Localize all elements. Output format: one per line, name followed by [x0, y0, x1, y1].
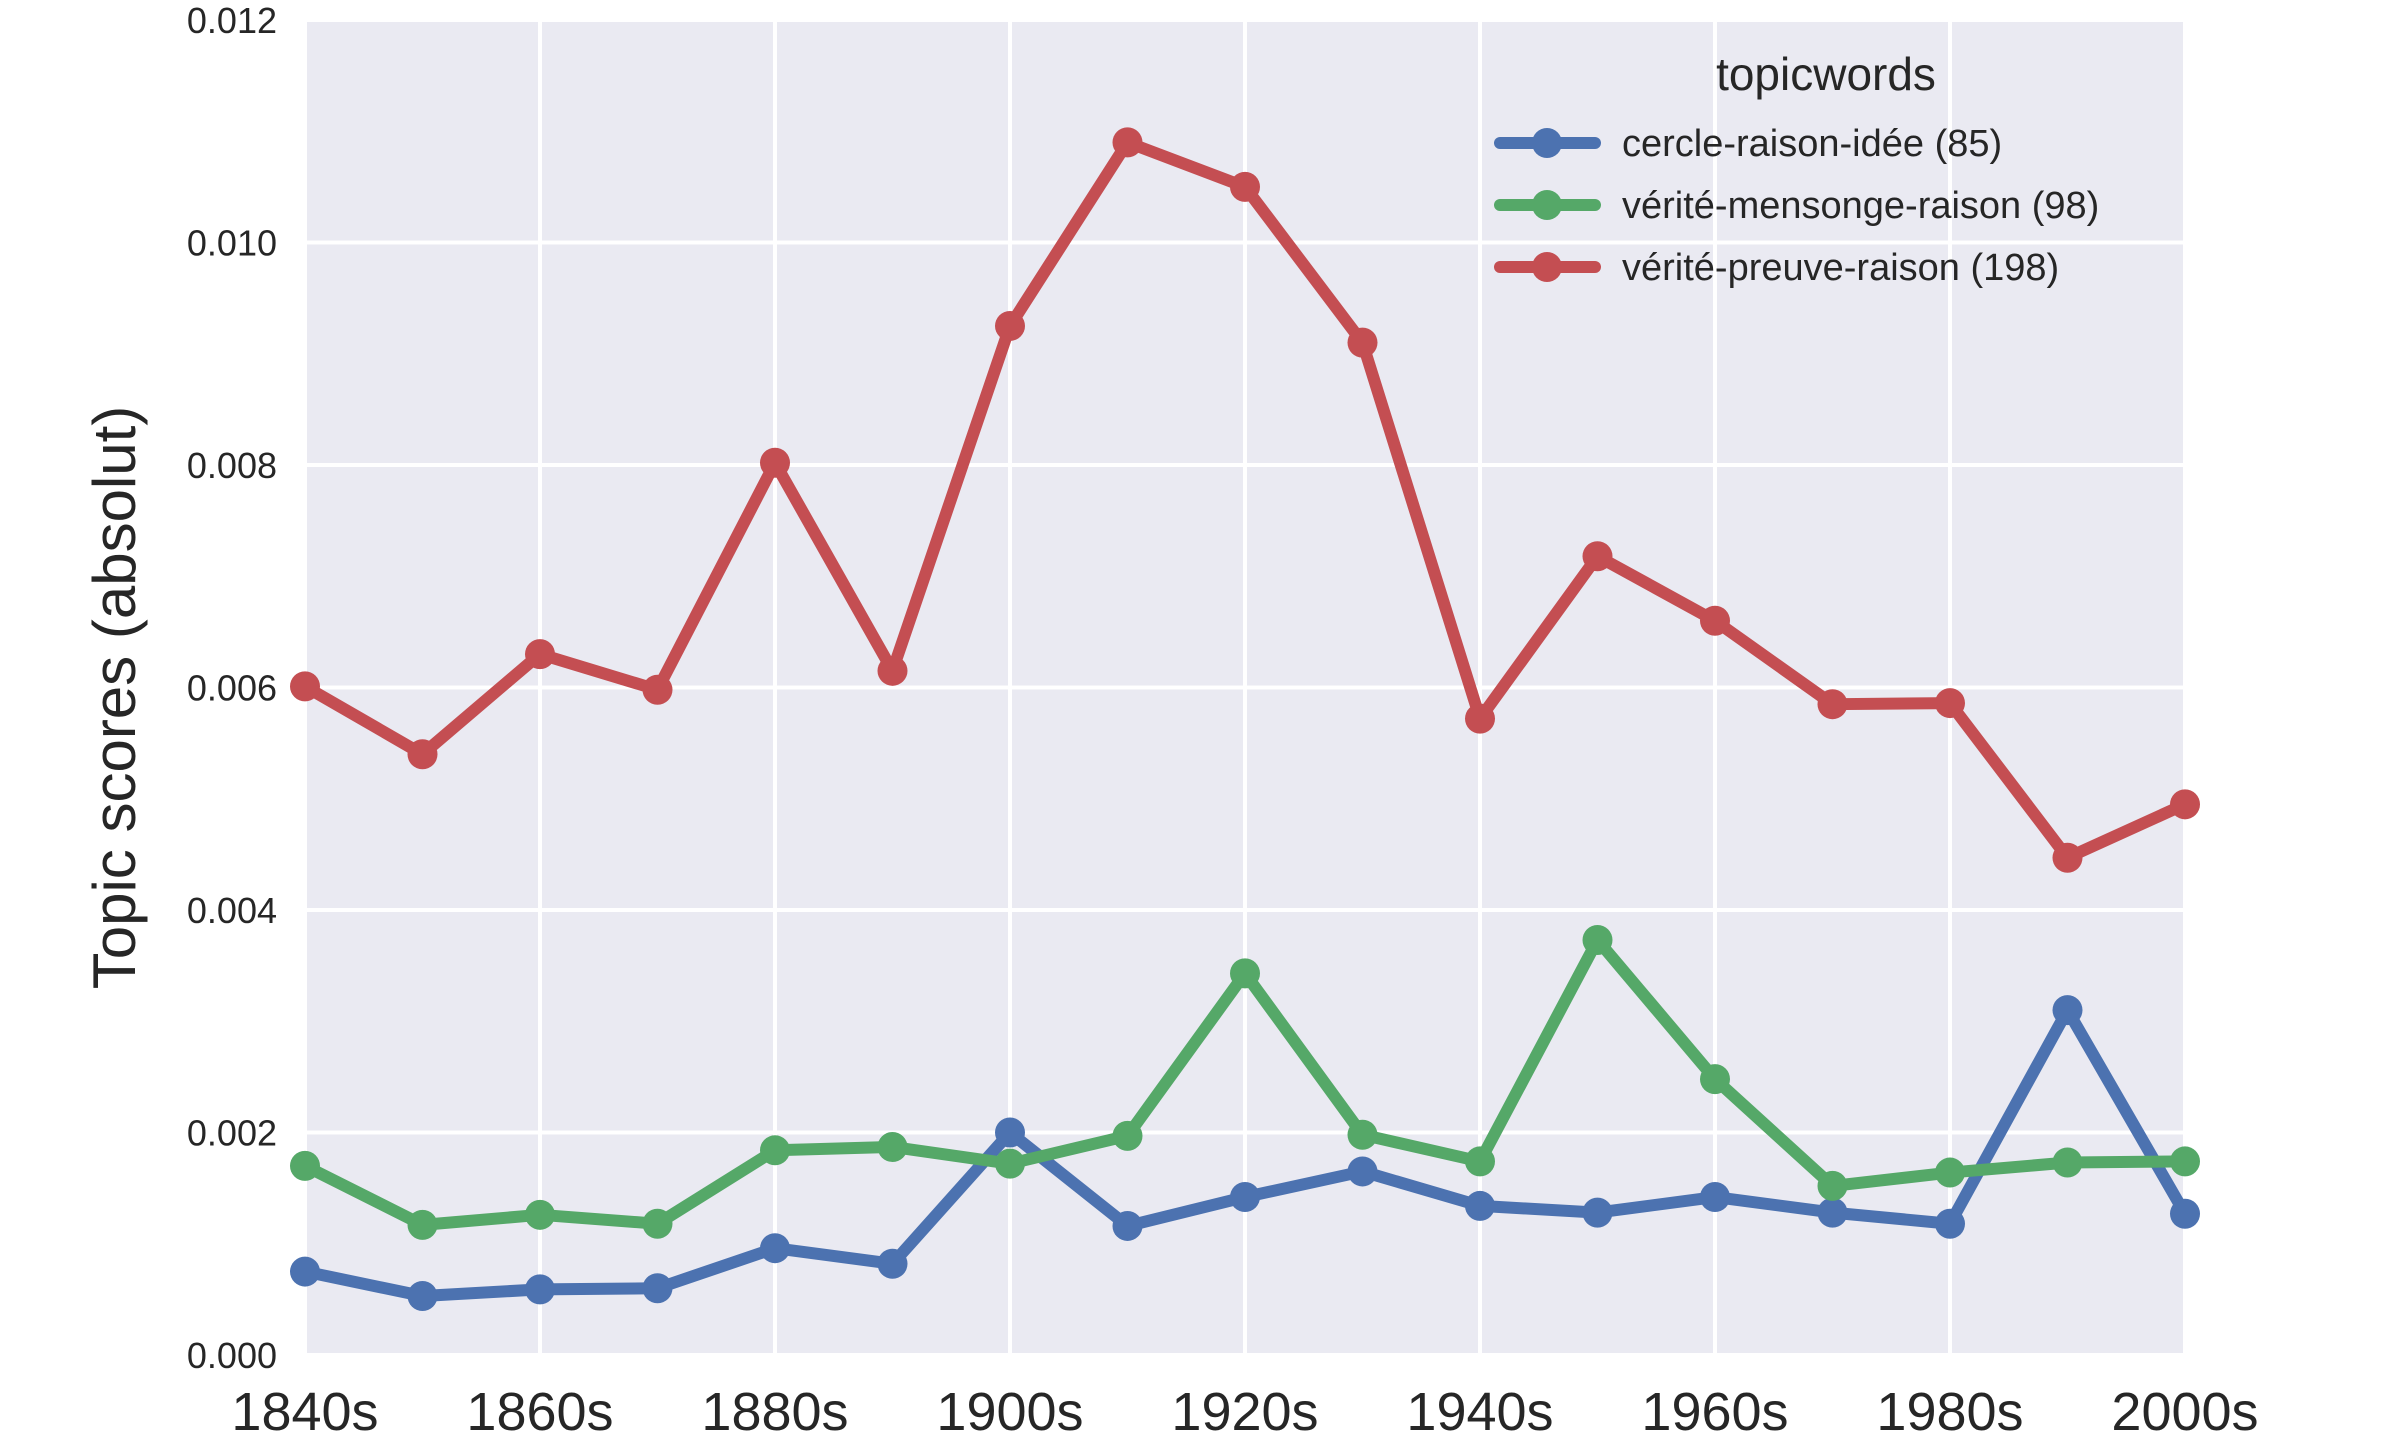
data-point	[290, 1150, 320, 1181]
data-point	[1465, 1146, 1495, 1177]
legend: topicwords cercle-raison-idée (85) vérité…	[1494, 48, 2099, 289]
data-point	[1817, 689, 1848, 720]
data-point	[877, 1131, 908, 1162]
y-tick-label: 0.004	[187, 890, 277, 931]
data-point	[525, 1274, 555, 1305]
data-point	[760, 1233, 790, 1264]
data-point	[407, 1281, 438, 1312]
data-point	[1230, 1182, 1260, 1213]
data-point	[1465, 1190, 1495, 1221]
y-tick-label: 0.008	[187, 445, 277, 486]
legend-marker	[1532, 252, 1562, 282]
data-point	[1935, 1208, 1965, 1239]
data-point	[1112, 1120, 1143, 1151]
data-point	[1935, 688, 1965, 719]
data-point	[1347, 1156, 1378, 1187]
x-tick-label: 1900s	[936, 1382, 1083, 1442]
series-2	[290, 925, 2200, 1240]
legend-marker	[1532, 190, 1562, 220]
legend-item: vérité-mensonge-raison (98)	[1494, 185, 2099, 227]
data-point	[2170, 789, 2200, 820]
legend-label: cercle-raison-idée (85)	[1622, 123, 2002, 165]
data-point	[1230, 171, 1260, 202]
x-tick-label: 1940s	[1406, 1382, 1553, 1442]
y-tick-label: 0.012	[187, 0, 277, 41]
data-point	[1112, 127, 1143, 158]
data-point	[642, 1208, 673, 1239]
series-1	[290, 995, 2200, 1312]
data-point	[642, 674, 673, 705]
data-point	[1700, 605, 1730, 636]
data-point	[2052, 842, 2083, 873]
data-point	[2052, 1147, 2083, 1178]
x-tick-label: 1840s	[231, 1382, 378, 1442]
x-tick-label: 1880s	[701, 1382, 848, 1442]
data-point	[407, 1209, 438, 1240]
x-tick-label: 2000s	[2111, 1382, 2258, 1442]
data-point	[877, 1248, 908, 1279]
y-tick-label: 0.010	[187, 223, 277, 264]
y-axis-label: Topic scores (absolut)	[81, 406, 148, 990]
data-point	[1817, 1197, 1848, 1228]
data-point	[1935, 1157, 1965, 1188]
data-point	[1817, 1170, 1848, 1201]
data-point	[1347, 327, 1378, 358]
data-point	[1700, 1182, 1730, 1213]
data-point	[2170, 1146, 2200, 1177]
x-tick-label: 1960s	[1641, 1382, 1788, 1442]
legend-label: vérité-preuve-raison (198)	[1622, 247, 2059, 289]
legend-items: cercle-raison-idée (85) vérité-mensonge-r…	[1494, 123, 2099, 289]
y-tick-label: 0.000	[187, 1335, 277, 1376]
legend-marker	[1532, 128, 1562, 158]
x-axis-ticks: 1840s 1860s 1880s 1900s 1920s 1940s 1960s 1980s…	[231, 1382, 2258, 1442]
x-tick-label: 1860s	[466, 1382, 613, 1442]
y-axis-ticks: 0.000 0.002 0.004 0.006 0.008 0.010 0.012	[187, 0, 277, 1376]
data-point	[1700, 1064, 1730, 1095]
legend-item: vérité-preuve-raison (198)	[1494, 247, 2059, 289]
data-point	[995, 1117, 1025, 1148]
data-point	[525, 639, 555, 670]
data-point	[290, 1256, 320, 1287]
data-point	[1347, 1119, 1378, 1150]
data-point	[760, 1135, 790, 1166]
data-point	[642, 1273, 673, 1304]
data-point	[2170, 1198, 2200, 1229]
data-point	[760, 447, 790, 478]
data-point	[1582, 925, 1613, 956]
y-tick-label: 0.002	[187, 1113, 277, 1154]
y-tick-label: 0.006	[187, 668, 277, 709]
data-point	[407, 739, 438, 770]
legend-title: topicwords	[1716, 48, 1936, 100]
data-point	[1112, 1210, 1143, 1241]
data-point	[1582, 541, 1613, 572]
data-point	[1465, 703, 1495, 734]
data-point	[2052, 995, 2083, 1026]
data-point	[1230, 958, 1260, 989]
data-point	[877, 655, 908, 686]
data-point	[1582, 1197, 1613, 1228]
data-point	[290, 671, 320, 702]
legend-label: vérité-mensonge-raison (98)	[1622, 185, 2099, 227]
series-layer	[290, 127, 2200, 1312]
x-tick-label: 1920s	[1171, 1382, 1318, 1442]
x-tick-label: 1980s	[1876, 1382, 2023, 1442]
data-point	[525, 1199, 555, 1230]
data-point	[995, 310, 1025, 341]
data-point	[995, 1148, 1025, 1179]
series-3	[290, 127, 2200, 873]
legend-item: cercle-raison-idée (85)	[1494, 123, 2002, 165]
